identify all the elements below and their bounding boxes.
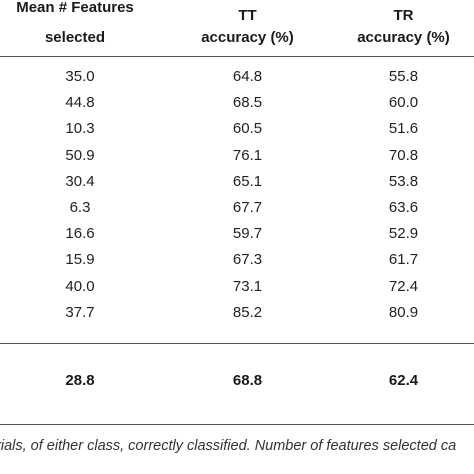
- table-row: 50.9 76.1 70.8: [0, 143, 474, 169]
- tt-accuracy-cell: 59.7: [232, 225, 263, 243]
- mean-features-cell: 15.9: [65, 251, 95, 269]
- table-row: 10.3 60.5 51.6: [0, 116, 474, 142]
- tt-accuracy-cell: 65.1: [232, 172, 263, 190]
- tt-accuracy-cell: 76.1: [232, 146, 263, 164]
- tr-accuracy-total: 62.4: [388, 372, 419, 389]
- tr-accuracy-cell: 53.8: [388, 172, 419, 190]
- table-row: 40.0 73.1 72.4: [0, 274, 474, 300]
- mean-features-cell: 37.7: [65, 303, 95, 321]
- mean-features-cell: 35.0: [65, 68, 95, 85]
- tt-accuracy-cell: 68.5: [232, 94, 263, 112]
- table-row: 30.4 65.1 53.8: [0, 169, 474, 195]
- tr-accuracy-cell: 51.6: [388, 120, 419, 138]
- tt-accuracy-cell: 85.2: [232, 303, 263, 321]
- mean-features-cell: 16.6: [65, 225, 95, 243]
- mean-features-cell: 50.9: [65, 146, 95, 164]
- table-footnote: trials, of either class, correctly class…: [0, 438, 457, 454]
- mean-features-cell: 30.4: [65, 172, 95, 190]
- header-tr-accuracy-line1: TR: [393, 7, 414, 24]
- table-body: 35.0 64.8 55.8 44.8 68.5 60.0 10.3 60.5 …: [0, 64, 474, 326]
- tr-accuracy-cell: 55.8: [388, 68, 419, 85]
- mean-features-cell: 10.3: [65, 120, 95, 138]
- table-row: 44.8 68.5 60.0: [0, 90, 474, 116]
- table-row: 35.0 64.8 55.8: [0, 64, 474, 90]
- mean-features-cell: 40.0: [65, 277, 95, 295]
- header-tt-accuracy-line2: accuracy (%): [201, 29, 294, 46]
- tt-accuracy-total: 68.8: [232, 372, 263, 389]
- mean-features-total: 28.8: [65, 372, 95, 389]
- tr-accuracy-cell: 60.0: [388, 94, 419, 112]
- table-row: 15.9 67.3 61.7: [0, 247, 474, 273]
- tr-accuracy-cell: 61.7: [388, 251, 419, 269]
- table-bottom-rule: [0, 424, 474, 425]
- table-row: 16.6 59.7 52.9: [0, 221, 474, 247]
- mean-summary-row: 28.8 68.8 62.4: [0, 368, 474, 394]
- tr-accuracy-cell: 63.6: [388, 198, 419, 216]
- summary-divider: [0, 343, 474, 344]
- tt-accuracy-cell: 60.5: [232, 120, 263, 138]
- tr-accuracy-cell: 80.9: [388, 303, 419, 321]
- table-row: 6.3 67.7 63.6: [0, 195, 474, 221]
- tt-accuracy-cell: 73.1: [232, 277, 263, 295]
- mean-features-cell: 44.8: [65, 94, 95, 112]
- mean-features-cell: 6.3: [69, 198, 91, 216]
- tt-accuracy-cell: 64.8: [232, 68, 263, 85]
- header-mean-features-line2: selected: [44, 29, 106, 46]
- header-divider: [0, 56, 474, 57]
- tr-accuracy-cell: 70.8: [388, 146, 419, 164]
- tr-accuracy-cell: 72.4: [388, 277, 419, 295]
- table-row: 37.7 85.2 80.9: [0, 300, 474, 326]
- tt-accuracy-cell: 67.3: [232, 251, 263, 269]
- tt-accuracy-cell: 67.7: [232, 198, 263, 216]
- header-tt-accuracy-line1: TT: [238, 7, 257, 24]
- tr-accuracy-cell: 52.9: [388, 225, 419, 243]
- header-mean-features-line1: Mean # Features: [16, 0, 134, 16]
- header-tr-accuracy-line2: accuracy (%): [357, 29, 450, 46]
